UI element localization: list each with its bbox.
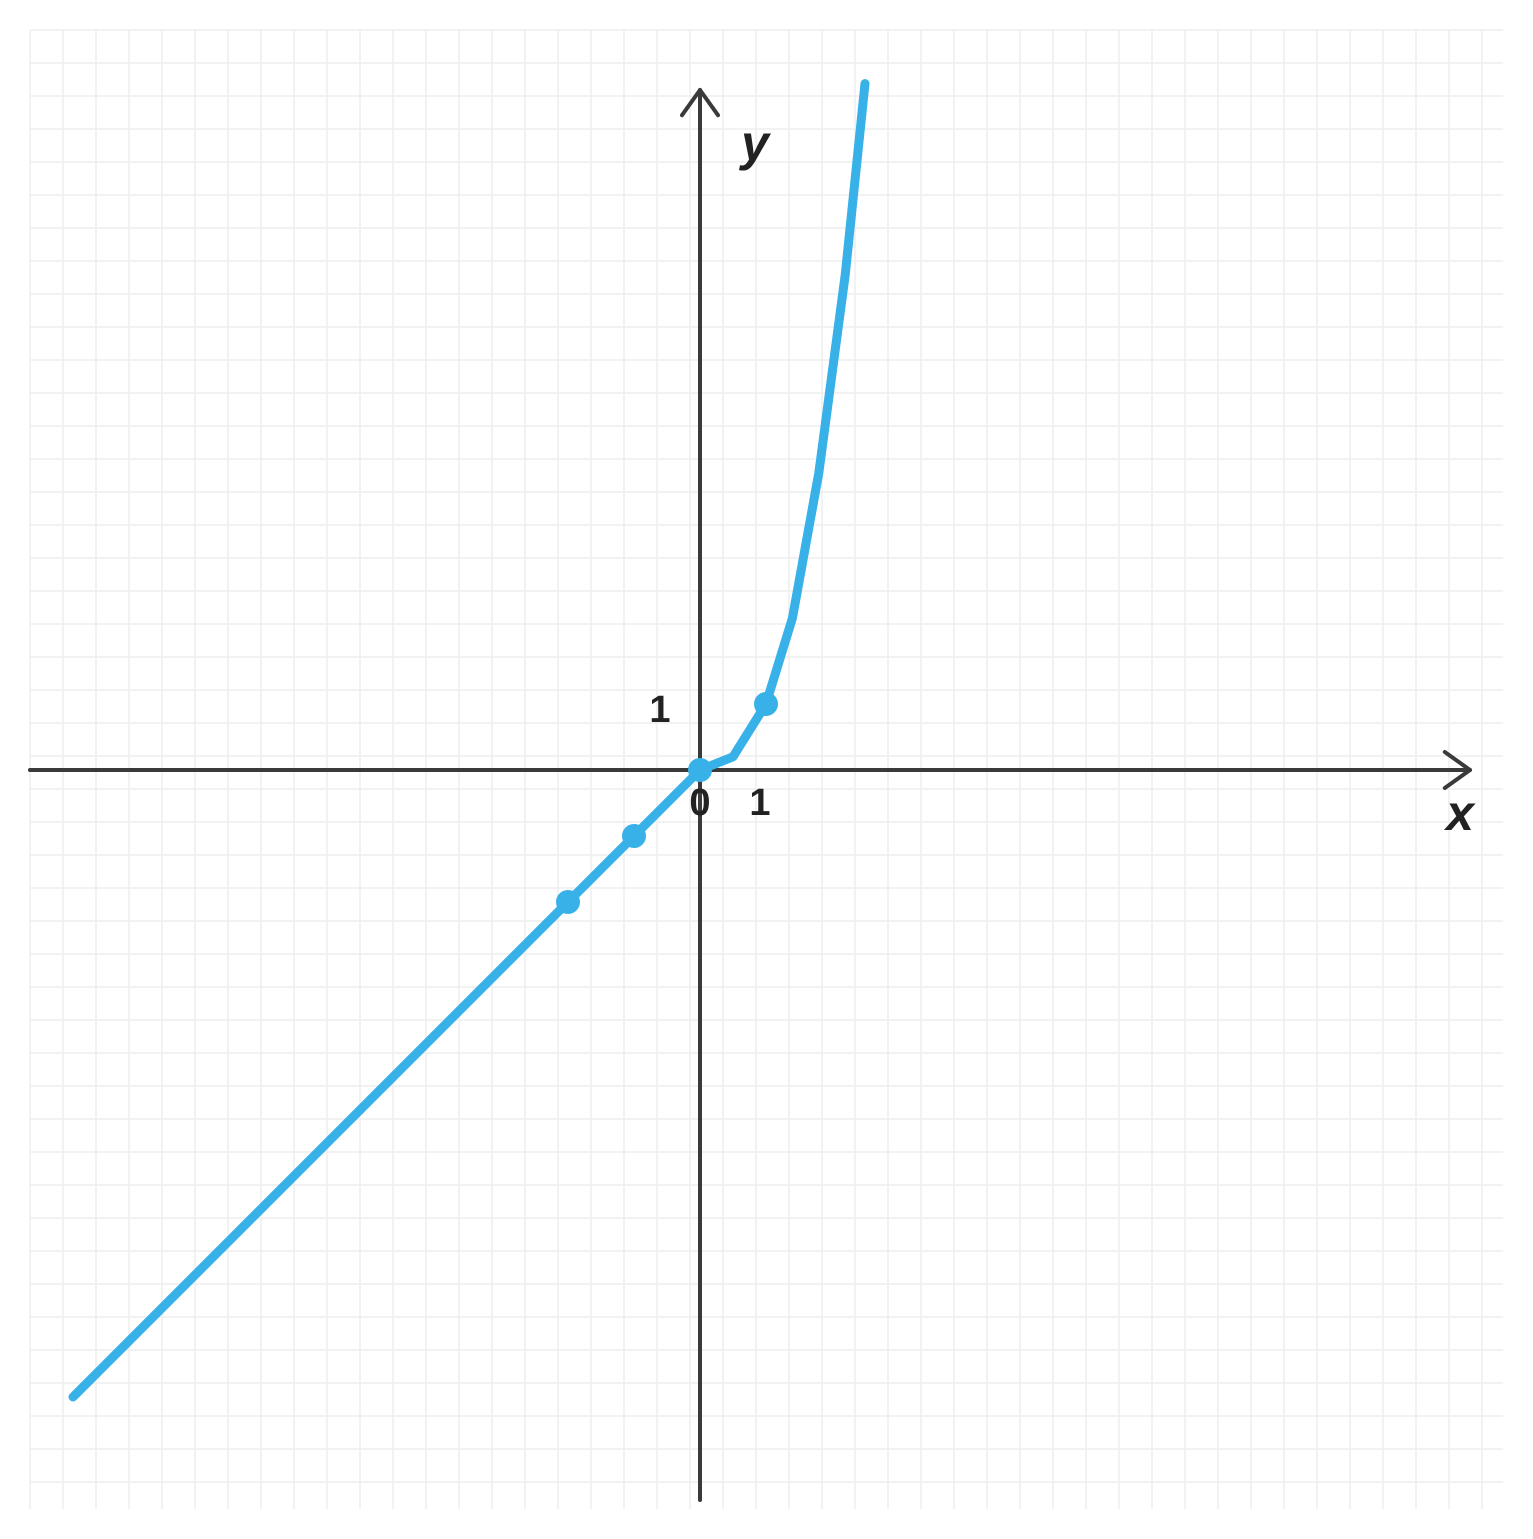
x-axis-label: x: [1443, 785, 1476, 841]
chart-svg: xy101: [0, 0, 1533, 1539]
tick-label: 1: [749, 782, 770, 824]
tick-label: 1: [649, 689, 670, 731]
tick-label: 0: [689, 782, 710, 824]
chart-container: xy101: [0, 0, 1533, 1539]
y-axis-label: y: [738, 115, 771, 171]
